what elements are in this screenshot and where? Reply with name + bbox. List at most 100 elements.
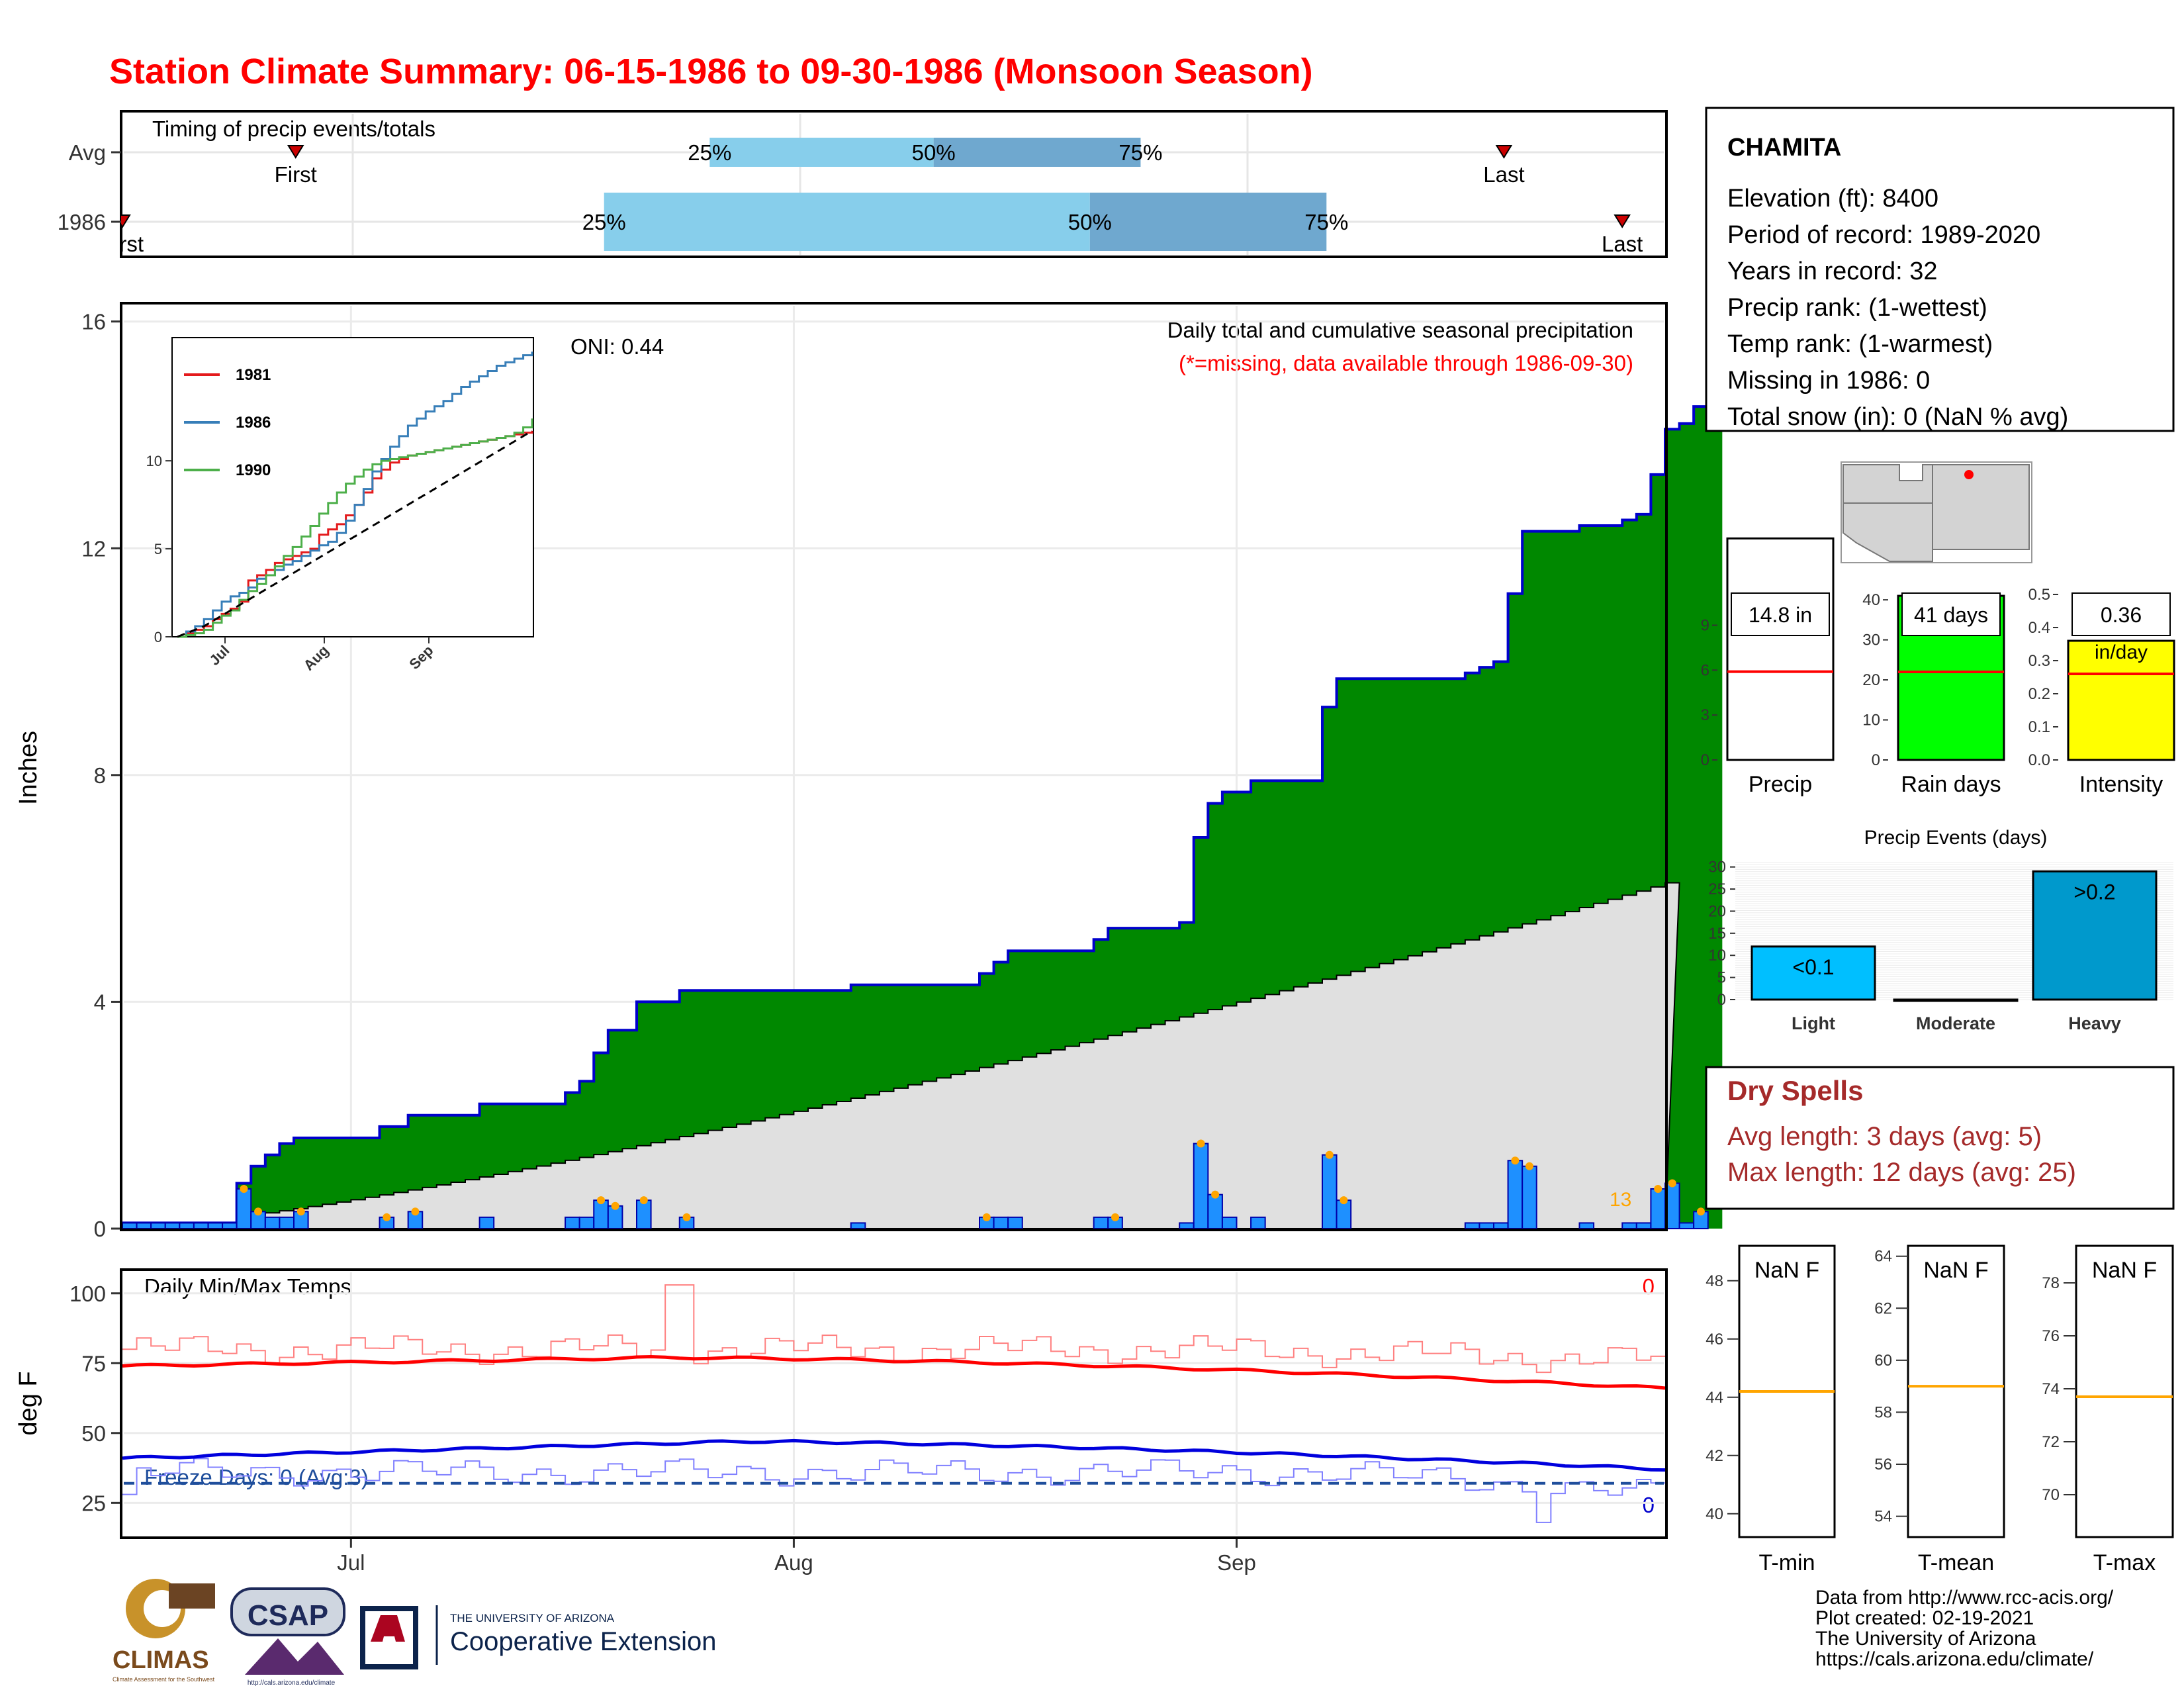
daily-precip-bar xyxy=(264,1216,281,1230)
temp-box-ytick-label: 72 xyxy=(2042,1433,2060,1451)
tmin-average-line xyxy=(122,1438,1666,1472)
daily-precip-bar xyxy=(1093,1216,1109,1230)
precip-events-category: Moderate xyxy=(1916,1013,1995,1033)
daily-precip-marker xyxy=(1511,1156,1520,1165)
minibar-ytick-label: 40 xyxy=(1862,591,1880,609)
daily-precip-marker xyxy=(1111,1213,1120,1221)
temperature-boxes: 40 42 44 46 48 NaN F T-min 54 56 58 60 62 64 NaN F T-m… xyxy=(1706,1244,2174,1575)
daily-precip-bar xyxy=(1578,1222,1595,1229)
daily-precip-bar xyxy=(193,1222,209,1229)
daily-precip-marker xyxy=(611,1201,619,1210)
daily-precip-marker xyxy=(682,1213,691,1221)
precip-events-bar xyxy=(2032,870,2158,1001)
station-info-line: Elevation (ft): 8400 xyxy=(1727,185,1938,212)
daily-precip-bar xyxy=(222,1222,238,1229)
temp-ylabel: deg F xyxy=(15,1371,42,1435)
temp-box-value-label: NaN F xyxy=(1923,1258,1988,1283)
precip-events-chart: Precip Events (days) 0 5 10 15 20 25 30 <0.1 Lig… xyxy=(1708,827,2173,1033)
temp-box-name: T-max xyxy=(2093,1550,2156,1575)
daily-precip-bar xyxy=(850,1222,866,1229)
minibar-ytick-label: 9 xyxy=(1701,617,1709,635)
station-info-line: Missing in 1986: 0 xyxy=(1727,367,1930,395)
minibar-ytick-label: 0.3 xyxy=(2028,652,2050,670)
timing-first-label: First xyxy=(101,232,144,256)
daily-precip-bar xyxy=(236,1188,252,1229)
inset-frame xyxy=(171,337,534,637)
daily-precip-marker xyxy=(1668,1179,1676,1188)
station-info-line: Period of record: 1989-2020 xyxy=(1727,221,2040,249)
footer-line: The University of Arizona xyxy=(1815,1628,2036,1650)
daily-precip-bar xyxy=(1635,1222,1652,1229)
timing-label: Timing of precip events/totals xyxy=(152,117,435,141)
xaxis-tick-label: Aug xyxy=(774,1550,813,1575)
precip-events-ytick-label: 30 xyxy=(1708,859,1726,876)
inset-legend-label: 1981 xyxy=(236,366,271,384)
timing-p75-label: 75% xyxy=(1304,210,1348,234)
daily-precip-bar xyxy=(1179,1222,1195,1229)
temp-box-ytick-label: 58 xyxy=(1874,1403,1892,1421)
daily-precip-marker xyxy=(240,1185,248,1194)
station-info-line: Years in record: 32 xyxy=(1727,258,1938,285)
minibar-label-box xyxy=(1901,592,2001,636)
minibar-name: Precip xyxy=(1749,772,1812,797)
temp-box-value-label: NaN F xyxy=(2092,1258,2157,1283)
inset-series-average xyxy=(177,430,533,638)
precip-events-category: Heavy xyxy=(2068,1013,2121,1033)
csap-logo: CSAP http://cals.arizona.edu/climate xyxy=(230,1587,345,1687)
daily-precip-bar xyxy=(1479,1222,1495,1229)
cumulative-precip-line xyxy=(122,388,1723,1225)
precip-ytick-label: 0 xyxy=(94,1217,106,1241)
daily-precip-bar xyxy=(593,1199,609,1229)
daily-precip-bar xyxy=(1678,1222,1695,1229)
minibar-name: Rain days xyxy=(1901,772,2001,797)
inset-series-1990 xyxy=(177,418,533,638)
timing-bar-25-50 xyxy=(604,193,1090,251)
minibar-label-box xyxy=(1731,592,1830,636)
daily-precip-bar xyxy=(1322,1154,1338,1230)
precip-events-ytick-label: 5 xyxy=(1717,969,1726,987)
precip-events-ytick-label: 10 xyxy=(1708,947,1726,964)
daily-precip-bar xyxy=(1336,1199,1352,1229)
tmin-daily-line xyxy=(122,1458,1665,1523)
minibar-ytick-label: 0.0 xyxy=(2028,751,2050,769)
precip-events-bar-label: <0.1 xyxy=(1792,955,1834,979)
minibar-name: Intensity xyxy=(2079,772,2163,797)
daily-precip-marker xyxy=(1696,1207,1705,1216)
minibar-ytick-label: 6 xyxy=(1701,661,1709,679)
temp-box-ytick-label: 74 xyxy=(2042,1380,2060,1398)
minibar-ytick-label: 3 xyxy=(1701,706,1709,724)
footer: CLIMAS Climate Assessment for the Southw… xyxy=(113,1579,2114,1687)
minibar-value-label: 14.8 in xyxy=(1749,603,1812,627)
daily-precip-marker xyxy=(254,1207,263,1216)
minibar-ytick-label: 0 xyxy=(1701,751,1709,769)
minibar-ytick-label: 0.4 xyxy=(2028,619,2050,637)
daily-precip-marker xyxy=(296,1207,305,1216)
daily-precip-bar xyxy=(150,1222,166,1229)
temp-panel-border xyxy=(120,1268,1668,1539)
precip-events-title: Precip Events (days) xyxy=(1864,827,2048,849)
figure-title: Station Climate Summary: 06-15-1986 to 0… xyxy=(109,52,1313,91)
temp-box-ytick-label: 78 xyxy=(2042,1274,2060,1292)
precip-ytick-label: 4 xyxy=(94,990,106,1014)
daily-precip-marker xyxy=(1197,1139,1205,1148)
timing-bar-50-75 xyxy=(933,138,1141,167)
dry-spells-max: Max length: 12 days (avg: 25) xyxy=(1727,1158,2076,1187)
minibar-label-box xyxy=(2071,592,2171,636)
daily-precip-bar xyxy=(993,1216,1009,1230)
station-info-line: Precip rank: (1-wettest) xyxy=(1727,294,1987,322)
inset-legend-label: 1990 xyxy=(236,461,271,479)
temp-box-frame xyxy=(1907,1244,2005,1538)
daily-precip-bar xyxy=(136,1222,152,1229)
xaxis-tick-label: Jul xyxy=(337,1550,365,1575)
csap-logo-text: CSAP xyxy=(248,1599,328,1632)
daily-precip-marker xyxy=(597,1196,606,1205)
timing-bar-25-50 xyxy=(709,138,934,167)
climas-logo-text: CLIMAS xyxy=(113,1646,209,1674)
temp-box-ytick-label: 56 xyxy=(1874,1456,1892,1474)
ua-logo-top: THE UNIVERSITY OF ARIZONA xyxy=(450,1612,615,1624)
climas-logo: CLIMAS Climate Assessment for the Southw… xyxy=(113,1579,215,1683)
temp-box-ytick-label: 46 xyxy=(1706,1331,1723,1348)
precip-events-ytick-label: 0 xyxy=(1717,991,1726,1009)
ua-logo: THE UNIVERSITY OF ARIZONA Cooperative Ex… xyxy=(360,1605,716,1669)
